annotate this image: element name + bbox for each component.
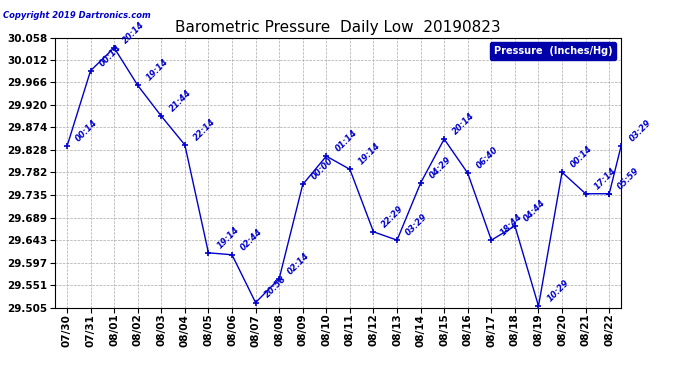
- Title: Barometric Pressure  Daily Low  20190823: Barometric Pressure Daily Low 20190823: [175, 20, 501, 35]
- Text: 18:44: 18:44: [498, 212, 524, 237]
- Text: 00:14: 00:14: [569, 144, 594, 170]
- Text: 04:29: 04:29: [428, 155, 453, 180]
- Text: 02:44: 02:44: [239, 226, 264, 252]
- Text: 03:29: 03:29: [628, 118, 653, 144]
- Text: Copyright 2019 Dartronics.com: Copyright 2019 Dartronics.com: [3, 11, 151, 20]
- Text: 01:14: 01:14: [333, 128, 359, 153]
- Text: 00:14: 00:14: [97, 42, 123, 68]
- Text: 00:00: 00:00: [310, 156, 335, 182]
- Text: 02:14: 02:14: [286, 251, 311, 276]
- Text: 20:58: 20:58: [262, 274, 288, 300]
- Text: 17:14: 17:14: [593, 166, 618, 191]
- Text: 03:29: 03:29: [404, 212, 429, 237]
- Text: 20:14: 20:14: [121, 20, 146, 45]
- Text: 00:14: 00:14: [74, 118, 99, 144]
- Text: 21:44: 21:44: [168, 88, 194, 113]
- Text: 04:44: 04:44: [522, 198, 547, 223]
- Text: 19:14: 19:14: [357, 141, 382, 166]
- Text: 19:14: 19:14: [215, 225, 241, 250]
- Text: 06:40: 06:40: [475, 145, 500, 171]
- Text: 19:14: 19:14: [145, 57, 170, 82]
- Text: 10:29: 10:29: [545, 278, 571, 303]
- Legend: Pressure  (Inches/Hg): Pressure (Inches/Hg): [490, 42, 616, 60]
- Text: 05:59: 05:59: [616, 166, 642, 191]
- Text: 22:14: 22:14: [192, 117, 217, 142]
- Text: 20:14: 20:14: [451, 111, 477, 136]
- Text: 22:29: 22:29: [380, 204, 406, 229]
